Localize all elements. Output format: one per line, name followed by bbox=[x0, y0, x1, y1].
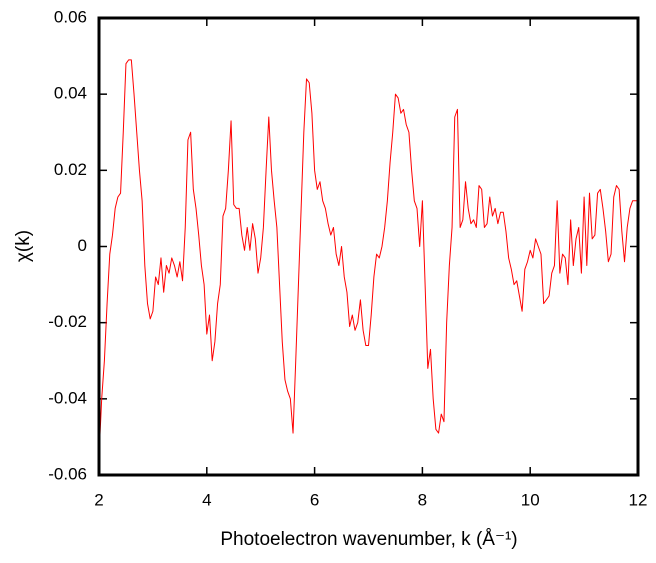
y-tick-label: -0.04 bbox=[48, 388, 87, 407]
x-tick-label: 8 bbox=[418, 490, 427, 509]
x-tick-label: 10 bbox=[521, 490, 540, 509]
plot-frame bbox=[97, 16, 640, 477]
y-tick-label: -0.02 bbox=[48, 312, 87, 331]
y-tick-label: 0 bbox=[78, 236, 87, 255]
x-tick-label: 6 bbox=[310, 490, 319, 509]
y-tick-label: 0.04 bbox=[54, 84, 87, 103]
x-tick-label: 12 bbox=[629, 490, 648, 509]
x-tick-label: 2 bbox=[94, 490, 103, 509]
x-tick-label: 4 bbox=[202, 490, 211, 509]
y-tick-label: -0.06 bbox=[48, 464, 87, 483]
data-line bbox=[98, 59, 638, 456]
y-tick-label: 0.06 bbox=[54, 7, 87, 26]
y-tick-label: 0.02 bbox=[54, 160, 87, 179]
y-axis-label: χ(k) bbox=[13, 230, 34, 262]
x-axis-label: Photoelectron wavenumber, k (Å⁻¹) bbox=[220, 529, 517, 550]
